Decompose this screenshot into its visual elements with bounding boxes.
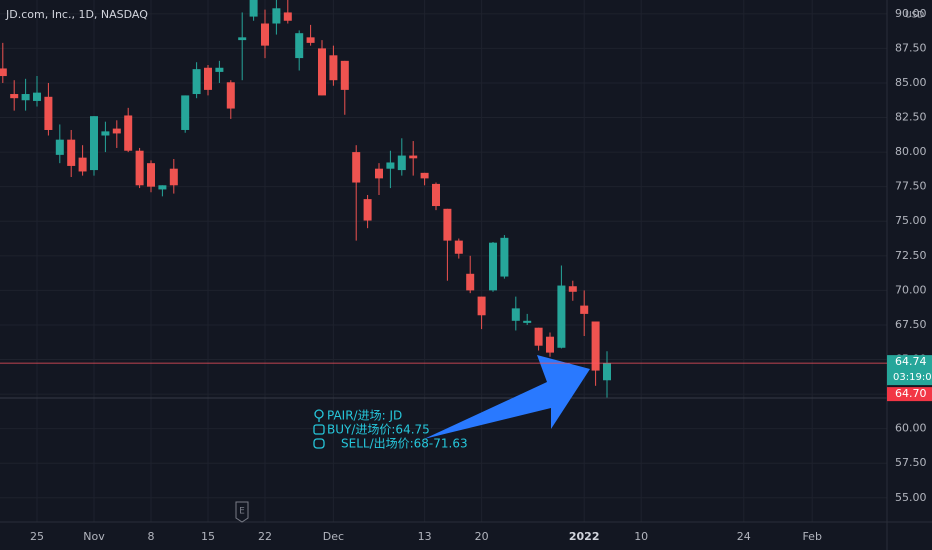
y-tick-label: 90.00 — [895, 7, 927, 20]
candle-body — [477, 296, 486, 316]
candle-body — [169, 168, 178, 186]
candle-body — [181, 95, 190, 130]
x-tick-label: 15 — [201, 530, 215, 543]
candle-body — [112, 128, 121, 134]
candle-body — [295, 33, 304, 59]
candle-body — [135, 150, 144, 186]
y-tick-label: 77.50 — [895, 180, 927, 193]
candle-body — [21, 94, 30, 101]
x-tick-label: Dec — [323, 530, 344, 543]
y-tick-label: 67.50 — [895, 318, 927, 331]
candle-body — [306, 37, 315, 43]
x-tick-label: 22 — [258, 530, 272, 543]
candle-body — [261, 23, 269, 46]
candle-body — [78, 157, 87, 172]
candle-body — [90, 116, 98, 171]
candle-body — [443, 208, 452, 241]
countdown: 03:19:08 — [893, 372, 932, 383]
x-tick-label: Nov — [83, 530, 105, 543]
candle-body — [420, 172, 429, 179]
y-tick-label: 70.00 — [895, 283, 927, 296]
y-tick-label: 60.00 — [895, 422, 927, 435]
candle-body — [511, 308, 520, 321]
y-tick-label: 85.00 — [895, 76, 927, 89]
arrow — [424, 355, 590, 439]
y-tick-label: 87.50 — [895, 41, 927, 54]
candle-body — [591, 321, 600, 371]
candle-body — [489, 242, 497, 291]
x-tick-label: 8 — [148, 530, 155, 543]
x-tick-label: 25 — [30, 530, 44, 543]
bid-tag-label: 64.70 — [895, 387, 927, 400]
bid-tag — [887, 387, 932, 402]
y-tick-label: 75.00 — [895, 214, 927, 227]
candle-body — [272, 8, 281, 24]
candle-body — [340, 60, 349, 90]
candle-body — [204, 67, 212, 90]
candle-body — [0, 68, 7, 77]
candle-body — [363, 199, 372, 221]
candle-body — [534, 327, 543, 346]
candle-body — [33, 92, 41, 101]
candle-body — [215, 67, 224, 72]
candle-body — [409, 155, 418, 159]
y-tick-label: 55.00 — [895, 491, 927, 504]
x-tick-label: 10 — [634, 530, 648, 543]
candle-body — [249, 0, 258, 17]
svg-text:E: E — [239, 507, 245, 517]
price-tag-label: 64.74 — [895, 355, 927, 368]
candle-body — [557, 285, 566, 348]
candle-body — [238, 37, 247, 41]
y-tick-label: 82.50 — [895, 111, 927, 124]
candle-body — [10, 94, 19, 99]
x-tick-label: Feb — [802, 530, 821, 543]
candle-body — [386, 162, 395, 169]
currency: USD — [905, 11, 924, 21]
candle-body — [432, 183, 440, 207]
candle-body — [147, 163, 155, 187]
candle-body — [158, 185, 167, 190]
y-tick-label: 80.00 — [895, 145, 927, 158]
candle-body — [283, 12, 292, 21]
candle-body — [523, 320, 532, 323]
candle-body — [603, 363, 611, 381]
candle-body — [67, 139, 76, 166]
annotation: SELL/出场价:68-71.63 — [341, 437, 468, 451]
candle-body — [192, 69, 201, 95]
candle-body — [226, 82, 235, 109]
candle-body — [466, 273, 475, 291]
earnings-icon: E — [235, 501, 249, 523]
x-tick-label: 20 — [475, 530, 489, 543]
y-tick-label: 57.50 — [895, 456, 927, 469]
price-tag — [887, 355, 932, 386]
candle-body — [454, 240, 463, 254]
candle-body — [500, 237, 509, 277]
candle-body — [568, 286, 577, 292]
candle-body — [352, 152, 361, 183]
candle-body — [397, 155, 406, 171]
annotation: PAIR/进场: JD — [327, 409, 402, 423]
candle-body — [44, 96, 53, 130]
x-tick-label: 2022 — [569, 530, 600, 543]
x-tick-label: 24 — [737, 530, 751, 543]
candle-body — [329, 55, 338, 81]
x-tick-label: 13 — [418, 530, 432, 543]
candle-body — [546, 336, 554, 353]
y-tick-label: 72.50 — [895, 249, 927, 262]
candle-body — [101, 131, 110, 136]
candle-body — [124, 115, 133, 151]
chart-title: JD.com, Inc., 1D, NASDAQ — [5, 8, 148, 21]
annotation-icons — [313, 409, 325, 449]
candle-body — [375, 168, 383, 179]
candle-body — [55, 139, 64, 155]
candle-body — [580, 305, 589, 314]
candle-body — [318, 48, 326, 96]
annotation: BUY/进场价:64.75 — [327, 423, 430, 437]
